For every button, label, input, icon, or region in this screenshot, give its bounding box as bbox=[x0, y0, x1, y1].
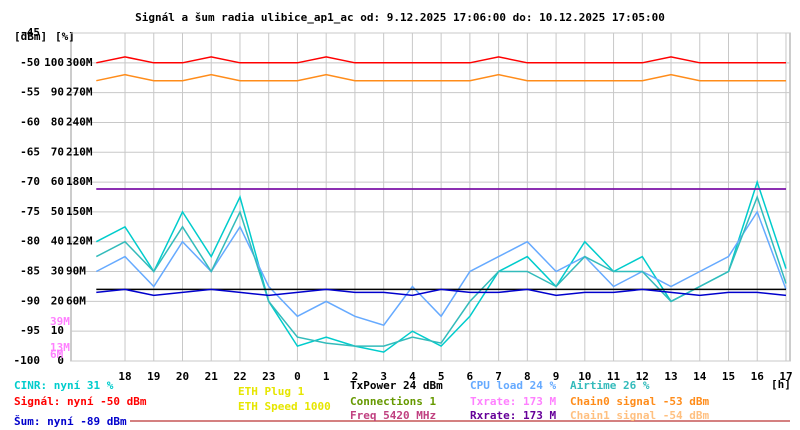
x-axis-label: [h] bbox=[771, 378, 791, 391]
x-tick-label: 13 bbox=[664, 370, 677, 383]
legend-entry: Airtime 26 % bbox=[570, 379, 650, 392]
series-line bbox=[96, 73, 786, 82]
annotation: 13M bbox=[50, 341, 70, 354]
x-tick-label: 7 bbox=[495, 370, 502, 383]
x-tick-label: 19 bbox=[147, 370, 160, 383]
y-axis-label: [dBm] bbox=[14, 30, 47, 43]
y3-tick-label: 210M bbox=[66, 145, 93, 158]
y2-tick-label: 30 bbox=[51, 265, 64, 278]
y2-tick-label: 50 bbox=[51, 205, 64, 218]
plot-area bbox=[70, 32, 791, 362]
y3-tick-label: 150M bbox=[66, 205, 93, 218]
y3-tick-label: 60M bbox=[66, 294, 86, 307]
x-tick-label: 3 bbox=[380, 370, 387, 383]
y2-tick-label: 40 bbox=[51, 235, 64, 248]
legend-entry: Connections 1 bbox=[350, 395, 436, 408]
annotation: 6M bbox=[50, 348, 64, 361]
x-tick-label: 12 bbox=[636, 370, 649, 383]
y2-tick-label: 10 bbox=[51, 324, 64, 337]
y3-tick-label: 180M bbox=[66, 175, 93, 188]
x-tick-label: 1 bbox=[323, 370, 330, 383]
y2-tick-label: 20 bbox=[51, 294, 64, 307]
x-tick-label: 6 bbox=[467, 370, 474, 383]
y3-tick-label: 300M bbox=[66, 56, 93, 69]
x-tick-label: 10 bbox=[578, 370, 591, 383]
x-tick-label: 11 bbox=[607, 370, 621, 383]
y-tick-label: -95 bbox=[20, 324, 40, 337]
y-tick-label: -75 bbox=[20, 205, 40, 218]
x-tick-label: 15 bbox=[722, 370, 735, 383]
x-tick-label: 5 bbox=[438, 370, 445, 383]
y-tick-label: -85 bbox=[20, 265, 40, 278]
series-line bbox=[96, 56, 786, 64]
y-tick-label: -55 bbox=[20, 86, 40, 99]
plot-layer: 18 19 20 21 22 23 0 1 2 3 4 5 6 7 8 9 10 11 12 13 14 15 16 17-1… bbox=[14, 26, 793, 428]
y2-tick-label: 80 bbox=[51, 115, 64, 128]
y2-tick-label: 90 bbox=[51, 86, 64, 99]
legend-entry: Signál: nyní -50 dBm bbox=[14, 395, 147, 408]
legend-entry: TxPower 24 dBm bbox=[350, 379, 443, 392]
series-line bbox=[96, 288, 787, 297]
x-tick-label: 17 bbox=[779, 370, 792, 383]
y-tick-label: -50 bbox=[20, 56, 40, 69]
y-tick-label: -60 bbox=[20, 115, 40, 128]
x-tick-label: 9 bbox=[553, 370, 560, 383]
y-tick-label: -65 bbox=[20, 145, 40, 158]
x-tick-label: 18 bbox=[118, 370, 131, 383]
y3-tick-label: 240M bbox=[66, 115, 93, 128]
series-line bbox=[95, 194, 787, 347]
y2-tick-label: 70 bbox=[51, 145, 64, 158]
x-tick-label: 22 bbox=[233, 370, 246, 383]
x-tick-label: 20 bbox=[176, 370, 189, 383]
y2-tick-label: 100 bbox=[44, 56, 64, 69]
legend-entry: Chain1 signal -54 dBm bbox=[570, 409, 709, 422]
x-tick-label: 14 bbox=[693, 370, 707, 383]
legend-entry: Chain0 signal -53 dBm bbox=[570, 395, 709, 408]
x-tick-label: 0 bbox=[294, 370, 301, 383]
y2-tick-label: 0 bbox=[57, 354, 64, 367]
x-tick-label: 23 bbox=[262, 370, 275, 383]
chart-title: Signál a šum radia ulibice_ap1_ac od: 9.… bbox=[135, 11, 665, 24]
y-tick-label: -80 bbox=[20, 235, 40, 248]
x-tick-label: 8 bbox=[524, 370, 531, 383]
legend-entry: Txrate: 173 M bbox=[470, 395, 556, 408]
y3-tick-label: 90M bbox=[66, 265, 86, 278]
y-tick-label: -45 bbox=[20, 26, 40, 39]
y3-tick-label: 120M bbox=[66, 235, 93, 248]
legend-entry: ETH Speed 1000 bbox=[238, 400, 331, 413]
x-tick-label: 4 bbox=[409, 370, 416, 383]
y2-tick-label: 60 bbox=[51, 175, 64, 188]
y2-axis-label: [%] bbox=[55, 30, 75, 43]
legend-entry: Šum: nyní -89 dBm bbox=[14, 415, 127, 428]
legend-entry: Rxrate: 173 M bbox=[470, 409, 556, 422]
y-tick-label: -90 bbox=[20, 294, 40, 307]
x-tick-label: 2 bbox=[352, 370, 359, 383]
y-tick-label: -100 bbox=[14, 354, 41, 367]
legend-entry: Freq 5420 MHz bbox=[350, 409, 436, 422]
legend-entry: CINR: nyní 31 % bbox=[14, 379, 114, 392]
legend-entry: CPU load 24 % bbox=[470, 379, 556, 392]
y3-tick-label: 270M bbox=[66, 86, 93, 99]
annotation: 39M bbox=[50, 315, 70, 328]
x-tick-label: 21 bbox=[205, 370, 219, 383]
x-tick-label: 16 bbox=[751, 370, 765, 383]
y-tick-label: -70 bbox=[20, 175, 40, 188]
legend-entry: ETH Plug 1 bbox=[238, 385, 305, 398]
